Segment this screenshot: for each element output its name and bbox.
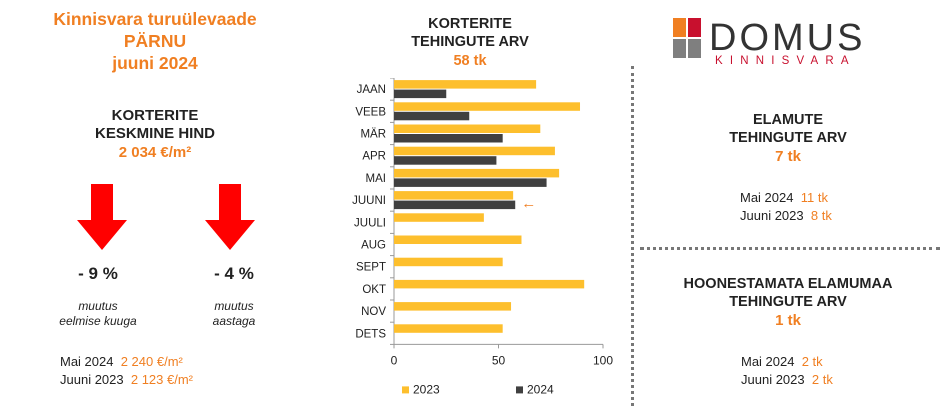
bar-2024-jaan: [394, 89, 447, 99]
bar-2024-mai: [394, 178, 547, 187]
land-title-line-2: TEHINGUTE ARV: [729, 294, 847, 310]
land-comparison-row: Mai 2024 2 tk: [741, 353, 901, 371]
legend-swatch-2023: [402, 386, 409, 394]
houses-comparison-row: Mai 2024 11 tk: [740, 189, 900, 207]
category-label: APR: [362, 151, 386, 163]
yearly-change-note-line-1: muutus: [214, 299, 254, 313]
land-comparison-label: Mai 2024: [741, 354, 795, 369]
price-comparison: Mai 2024 2 240 €/m² Juuni 2023 2 123 €/m…: [60, 353, 260, 389]
monthly-change-note: muutus eelmise kuuga: [33, 299, 163, 329]
bar-2024-juuni: [394, 200, 516, 210]
land-block: HOONESTAMATA ELAMUMAA TEHINGUTE ARV 1 tk: [638, 275, 938, 331]
category-label: AUG: [361, 240, 386, 252]
logo-square-grey: [673, 39, 686, 58]
apartment-transactions-chart: JAAN VEEB MÄR APR MAI JUUNI ← JUULI AUG SEPT OKT NO…: [352, 78, 613, 396]
bar-2023-juuni: [394, 191, 514, 200]
bar-2023-juuli: [394, 213, 484, 222]
category-label: DETS: [355, 328, 386, 340]
report-title: Kinnisvara turuülevaade PÄRNU juuni 2024: [10, 8, 300, 74]
domus-logo: DOMUS KINNISVARA: [673, 17, 865, 67]
avg-price-label-line-2: KESKMINE HIND: [94, 125, 215, 142]
bar-2023-aug: [394, 235, 522, 244]
bar-2023-mär: [394, 124, 541, 133]
bar-2024-apr: [394, 156, 497, 165]
price-comparison-value: 2 240 €/m²: [120, 354, 183, 369]
x-tick-label: 0: [391, 353, 398, 367]
bar-2023-nov: [394, 302, 512, 311]
chart-title-line-1: KORTERITE: [428, 16, 512, 32]
logo-square-orange: [673, 18, 686, 37]
yearly-change-note: muutus aastaga: [169, 299, 299, 329]
category-label: MAI: [366, 173, 386, 185]
x-tick-label: 100: [593, 353, 613, 367]
avg-price-label-line-1: KORTERITE: [111, 107, 199, 124]
down-arrow-icon: [77, 184, 127, 250]
logo-square-grey: [688, 39, 701, 58]
avg-price-value: 2 034 €/m²: [118, 144, 192, 161]
category-label: JUULI: [354, 217, 386, 229]
monthly-change-value: - 9 %: [78, 264, 118, 283]
category-label: MÄR: [360, 129, 386, 141]
chart-title: KORTERITE TEHINGUTE ARV 58 tk: [370, 15, 570, 71]
logo-square-red: [688, 18, 701, 37]
land-comparison-row: Juuni 2023 2 tk: [741, 371, 901, 389]
price-comparison-value: 2 123 €/m²: [130, 372, 194, 387]
land-comparison-value: 2 tk: [811, 372, 833, 387]
legend-swatch-2024: [516, 386, 523, 394]
land-title-line-1: HOONESTAMATA ELAMUMAA: [683, 276, 893, 292]
bar-2023-okt: [394, 279, 585, 289]
report-title-line-1: Kinnisvara turuülevaade: [53, 9, 257, 29]
down-arrow-icon: [205, 184, 255, 250]
yearly-change-value: - 4 %: [214, 264, 254, 283]
houses-title-line-2: TEHINGUTE ARV: [729, 130, 847, 146]
bar-2024-veeb: [394, 111, 470, 121]
houses-value: 7 tk: [775, 148, 801, 165]
legend-label-2023: 2023: [413, 382, 440, 396]
vertical-divider: [631, 66, 634, 406]
category-label: NOV: [361, 306, 386, 318]
bar-2023-sept: [394, 257, 503, 267]
yearly-change-note-line-2: aastaga: [212, 314, 256, 328]
price-comparison-label: Juuni 2023: [60, 372, 124, 387]
monthly-change-note-line-2: eelmise kuuga: [59, 314, 137, 328]
bar-2023-apr: [394, 146, 555, 156]
monthly-change-note-line-1: muutus: [78, 299, 118, 313]
bar-2024-mär: [394, 134, 503, 143]
houses-comparison-label: Mai 2024: [740, 190, 794, 205]
bar-2023-veeb: [394, 102, 581, 111]
price-comparison-row: Mai 2024 2 240 €/m²: [60, 353, 260, 371]
houses-comparison-value: 11 tk: [800, 190, 828, 205]
logo-text: DOMUS: [709, 17, 865, 59]
chart-title-line-2: TEHINGUTE ARV: [411, 34, 529, 50]
bar-2023-mai: [394, 168, 560, 178]
price-comparison-label: Mai 2024: [60, 354, 114, 369]
avg-price-block: KORTERITE KESKMINE HIND 2 034 €/m²: [10, 107, 300, 163]
land-comparison-label: Juuni 2023: [741, 372, 805, 387]
houses-title-line-1: ELAMUTE: [752, 112, 824, 128]
logo-subtext: KINNISVARA: [715, 55, 856, 67]
x-tick-label: 50: [492, 353, 506, 367]
legend-label-2024: 2024: [527, 382, 554, 396]
bar-2023-jaan: [394, 80, 537, 89]
highlight-arrow-icon: ←: [521, 195, 536, 212]
land-value: 1 tk: [775, 312, 801, 329]
land-comparison-value: 2 tk: [801, 354, 823, 369]
houses-comparison-label: Juuni 2023: [740, 208, 804, 223]
chart-total: 58 tk: [453, 53, 487, 69]
price-comparison-row: Juuni 2023 2 123 €/m²: [60, 371, 260, 389]
category-label: SEPT: [356, 262, 386, 274]
category-label: OKT: [362, 284, 386, 296]
category-label: VEEB: [355, 106, 386, 118]
horizontal-divider: [640, 247, 940, 250]
houses-block: ELAMUTE TEHINGUTE ARV 7 tk: [638, 111, 938, 167]
houses-comparison-row: Juuni 2023 8 tk: [740, 207, 900, 225]
houses-comparison: Mai 2024 11 tk Juuni 2023 8 tk: [740, 189, 900, 225]
houses-comparison-value: 8 tk: [810, 208, 832, 223]
report-title-line-3: juuni 2024: [112, 53, 198, 73]
category-label: JAAN: [357, 84, 386, 96]
land-comparison: Mai 2024 2 tk Juuni 2023 2 tk: [741, 353, 901, 389]
report-title-line-2: PÄRNU: [123, 31, 187, 51]
bar-2023-dets: [394, 324, 503, 333]
category-label: JUUNI: [352, 195, 386, 207]
